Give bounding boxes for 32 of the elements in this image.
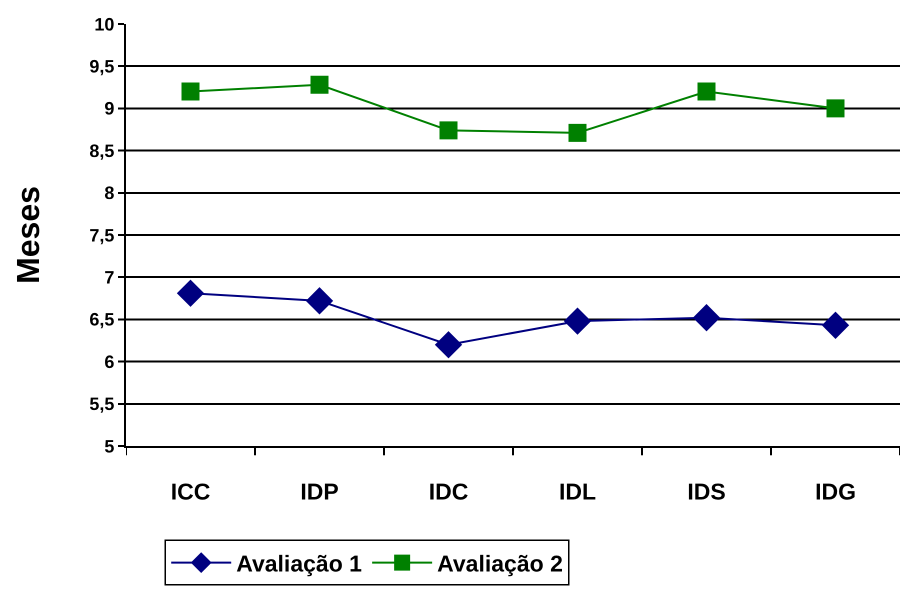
y-tick-label: 5,5 [89, 394, 114, 414]
point [306, 287, 334, 314]
point [826, 99, 844, 118]
y-tick-label: 8 [104, 183, 114, 204]
y-tick-label: 6,5 [89, 310, 114, 330]
y-tick-label: 8,5 [89, 140, 114, 161]
x-tick-label: IDS [687, 478, 726, 505]
y-tick-label: 6 [104, 352, 114, 372]
y-tick-label: 7 [104, 268, 114, 288]
x-tick-label: IDG [815, 478, 856, 505]
y-tick-label: 5 [104, 436, 114, 456]
legend-label: Avaliação 2 [437, 550, 563, 577]
x-tick-label: ICC [170, 478, 210, 505]
point [568, 124, 586, 142]
point [692, 304, 720, 332]
y-axis-title: Meses [10, 186, 46, 284]
point [182, 82, 200, 101]
y-tick-label: 7,5 [89, 225, 114, 246]
point [440, 121, 458, 140]
point [310, 76, 328, 94]
x-tick-label: IDC [428, 478, 468, 505]
y-tick-label: 10 [94, 14, 114, 34]
x-tick-label: IDL [558, 478, 596, 505]
point [822, 312, 850, 339]
y-tick-label: 9 [104, 98, 114, 119]
y-tick-label: 9,5 [89, 56, 114, 76]
legend-label: Avaliação 1 [236, 550, 362, 577]
x-tick-label: IDP [300, 478, 339, 505]
point [564, 307, 592, 335]
point [176, 280, 204, 307]
point [434, 331, 462, 358]
point [698, 82, 716, 101]
